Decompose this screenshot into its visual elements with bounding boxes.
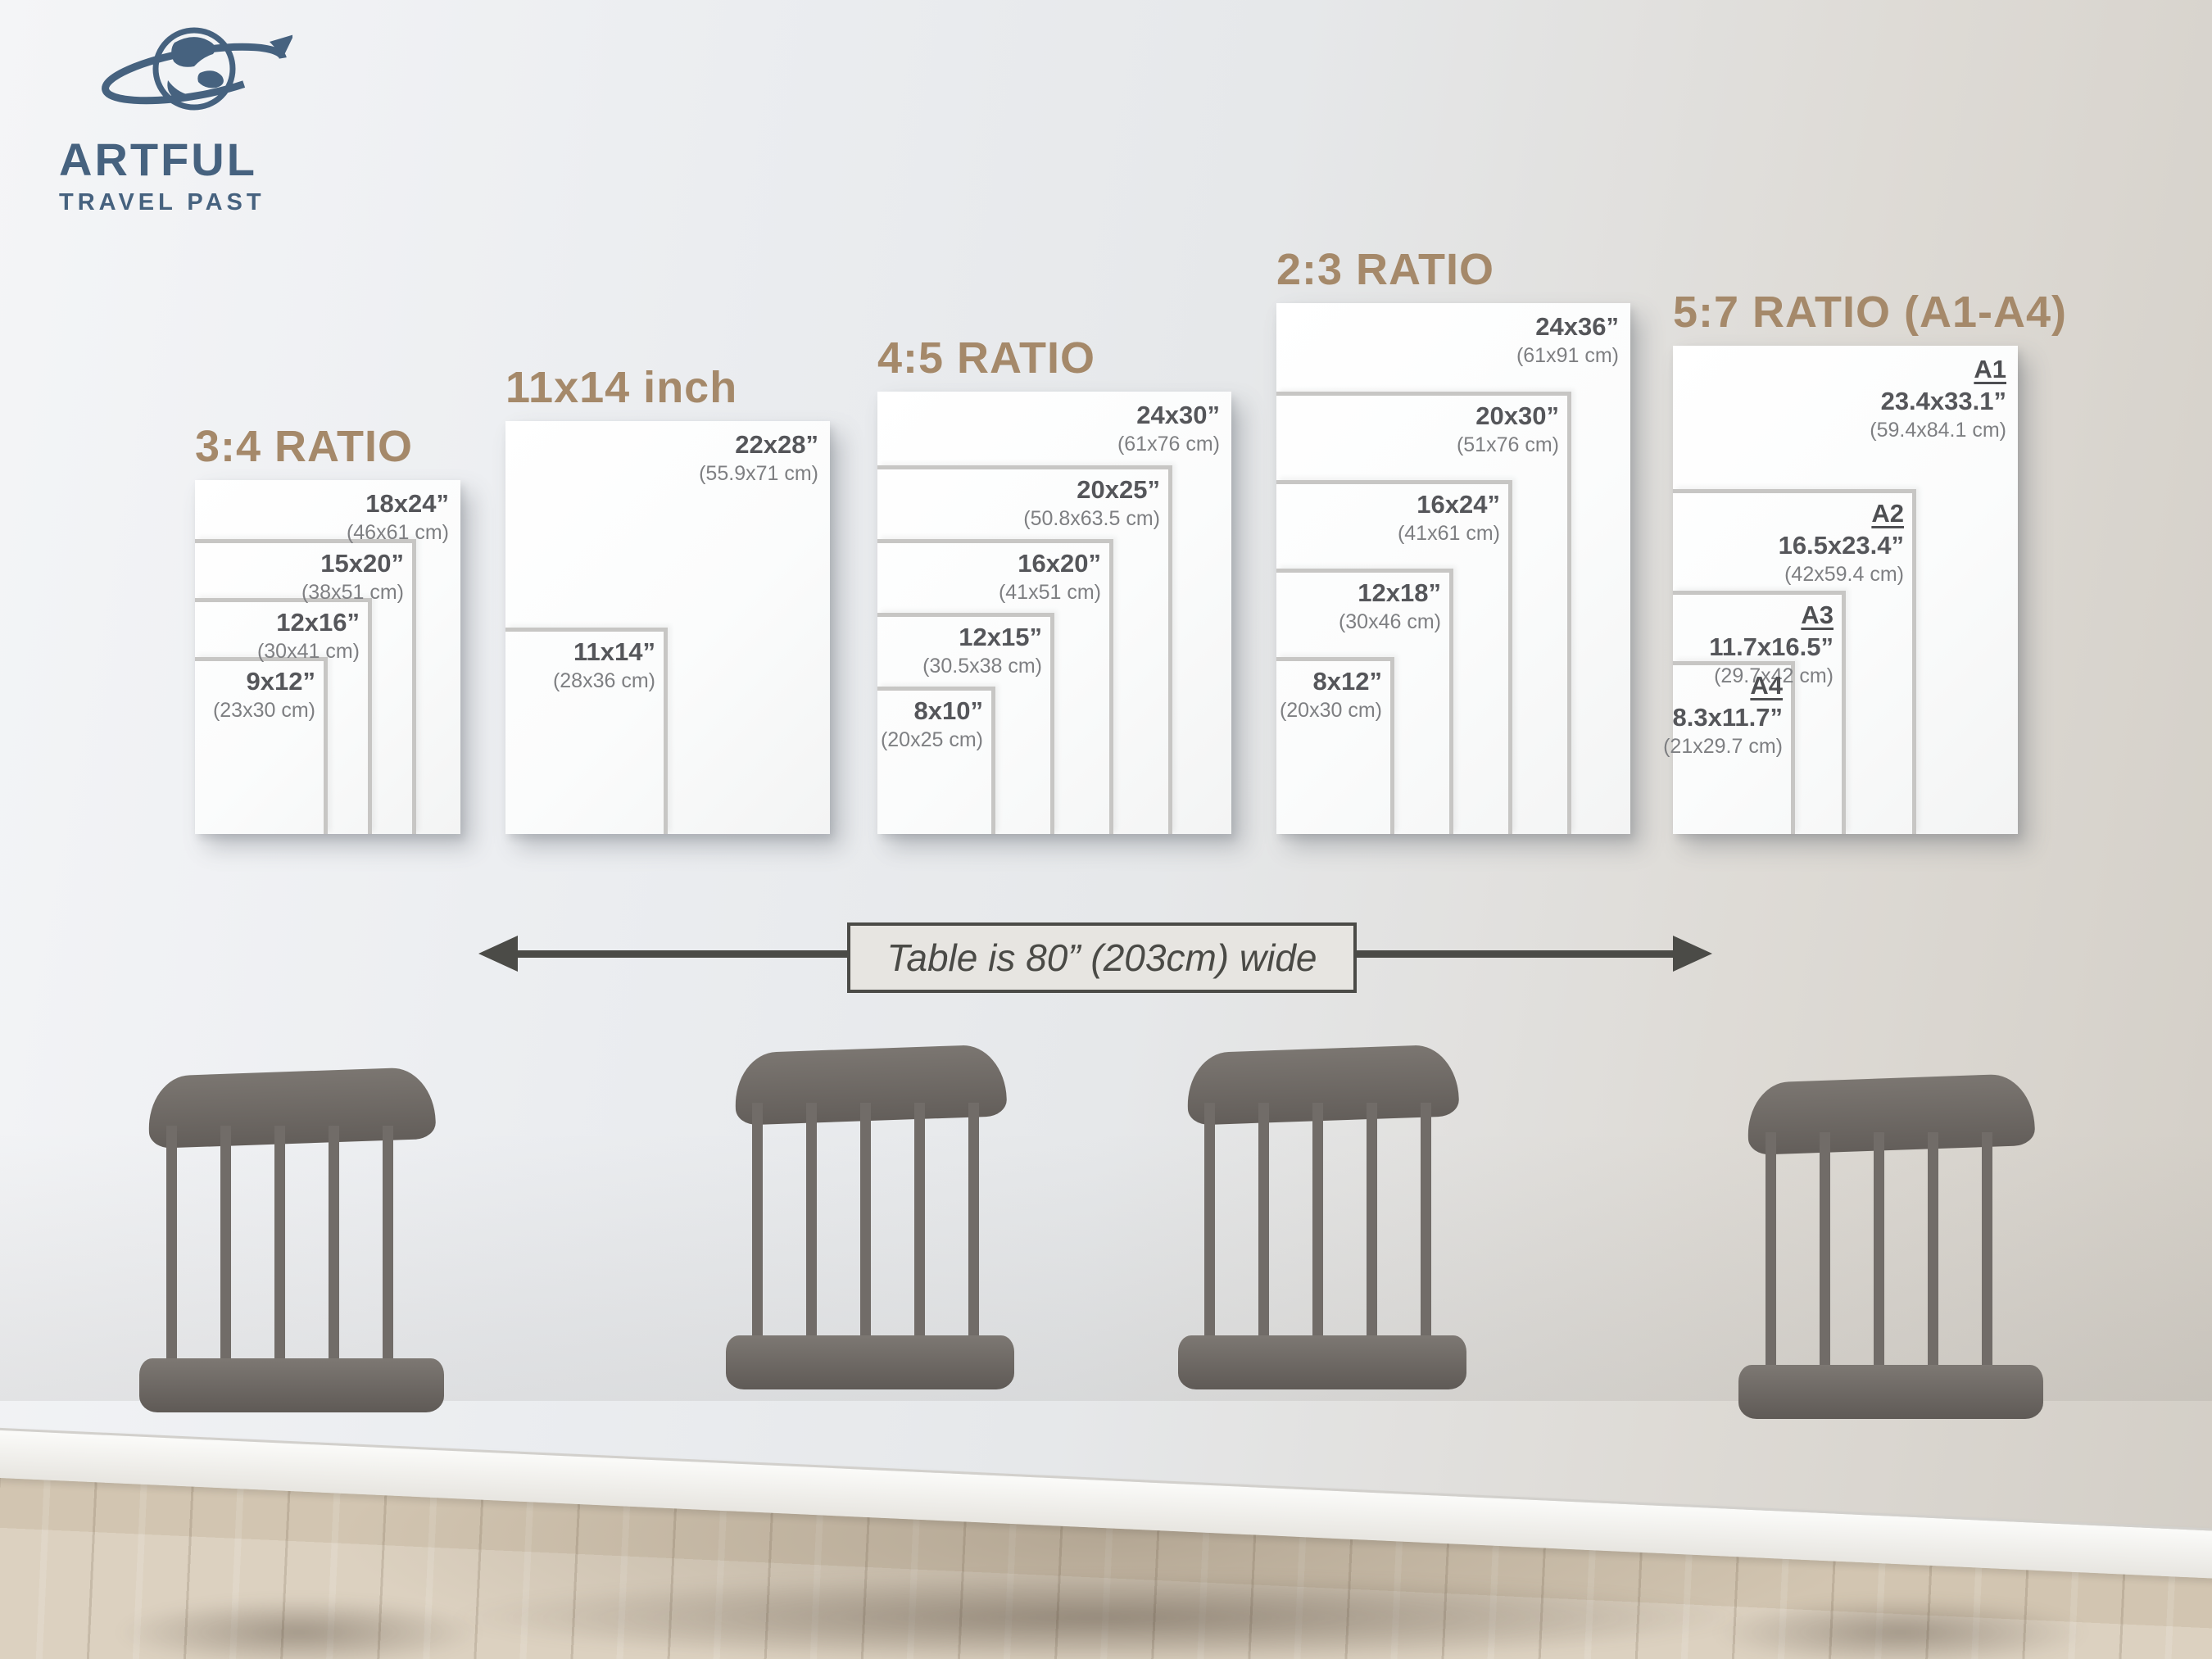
chair-seat <box>1178 1335 1466 1389</box>
size-label-9x12: 9x12” (23x30 cm) <box>212 667 315 722</box>
chair-leg <box>1178 1383 1192 1622</box>
brand-name-line2: TRAVEL PAST <box>59 189 265 215</box>
size-label-24x30: 24x30” (61x76 cm) <box>1117 401 1220 456</box>
size-label-11x14: 11x14” (28x36 cm) <box>552 637 655 692</box>
dining-chair-far-right <box>1738 1072 2043 1659</box>
size-label-20x25: 20x25” (50.8x63.5 cm) <box>1023 475 1160 530</box>
globe-logo-icon <box>102 27 292 111</box>
size-sheet-8x10: 8x10” (20x25 cm) <box>877 687 995 834</box>
size-group-title-5-7: 5:7 RATIO (A1-A4) <box>1673 288 2068 337</box>
chair-spindles <box>751 1103 989 1345</box>
brand-name-line1: ARTFUL <box>59 134 257 185</box>
chair-leg <box>139 1406 153 1645</box>
table-floor-shadow <box>442 1573 1753 1659</box>
poster-group-5-7: A1 23.4x33.1” (59.4x84.1 cm) A2 16.5x23.… <box>1663 346 2018 834</box>
dining-chair-mid-left <box>726 1044 1014 1622</box>
size-group-title-4-5: 4:5 RATIO <box>877 333 1096 383</box>
chair-seat <box>139 1358 444 1412</box>
size-sheet-20x30: 20x30” (51x76 cm) <box>1276 392 1571 834</box>
size-sheet-a4: A4 8.3x11.7” (21x29.7 cm) <box>1663 661 1795 834</box>
size-label-8x10: 8x10” (20x25 cm) <box>880 696 983 751</box>
left-chair-floor-shadow <box>115 1598 483 1659</box>
chair-spindles <box>1766 1132 2016 1375</box>
arrow-left-head-icon <box>478 936 518 972</box>
size-label-a1: A1 23.4x33.1” (59.4x84.1 cm) <box>1870 355 2006 442</box>
size-sheet-12x16: 12x16” (30x41 cm) <box>195 598 372 834</box>
size-sheet-a3: A3 11.7x16.5” (29.7x42 cm) <box>1673 591 1846 834</box>
size-sheet-9x12: 9x12” (23x30 cm) <box>195 657 328 834</box>
poster-group-2-3: 24x36” (61x91 cm) 20x30” (51x76 cm) 16x2… <box>1276 303 1630 834</box>
size-sheet-20x25: 20x25” (50.8x63.5 cm) <box>877 465 1172 834</box>
chair-spindles <box>1203 1103 1441 1345</box>
poster-group-3-4: 18x24” (46x61 cm) 15x20” (38x51 cm) 12x1… <box>195 480 460 834</box>
arrow-right-head-icon <box>1673 936 1712 972</box>
size-label-8x12: 8x12” (20x30 cm) <box>1279 667 1382 722</box>
size-sheet-11x14: 11x14” (28x36 cm) <box>505 628 668 834</box>
table-width-label-box: Table is 80” (203cm) wide <box>847 922 1357 993</box>
chair-leg <box>1738 1412 1752 1652</box>
size-group-title-2-3: 2:3 RATIO <box>1276 245 1495 294</box>
size-label-a4: A4 8.3x11.7” (21x29.7 cm) <box>1663 671 1783 758</box>
size-label-22x28: 22x28” (55.9x71 cm) <box>699 430 818 485</box>
poster-group-4-5: 24x30” (61x76 cm) 20x25” (50.8x63.5 cm) … <box>877 392 1231 834</box>
size-sheet-a2: A2 16.5x23.4” (42x59.4 cm) <box>1673 489 1916 834</box>
size-sheet-16x20: 16x20” (41x51 cm) <box>877 539 1113 834</box>
size-group-title-3-4: 3:4 RATIO <box>195 422 414 471</box>
chair-spindles <box>166 1126 417 1368</box>
size-label-20x30: 20x30” (51x76 cm) <box>1456 401 1559 456</box>
chair-seat <box>1738 1365 2043 1419</box>
size-label-12x16: 12x16” (30x41 cm) <box>256 608 360 663</box>
chair-seat <box>726 1335 1014 1389</box>
size-label-18x24: 18x24” (46x61 cm) <box>346 489 449 544</box>
size-sheet-8x12: 8x12” (20x30 cm) <box>1276 657 1394 834</box>
poster-group-11x14: 22x28” (55.9x71 cm) 11x14” (28x36 cm) <box>505 421 830 834</box>
size-label-a2: A2 16.5x23.4” (42x59.4 cm) <box>1778 499 1904 586</box>
size-label-12x18: 12x18” (30x46 cm) <box>1338 578 1441 633</box>
size-sheet-15x20: 15x20” (38x51 cm) <box>195 539 416 834</box>
size-sheet-12x15: 12x15” (30.5x38 cm) <box>877 613 1054 834</box>
size-sheet-12x18: 12x18” (30x46 cm) <box>1276 569 1453 834</box>
size-group-title-11x14: 11x14 inch <box>505 363 738 412</box>
size-sheet-16x24: 16x24” (41x61 cm) <box>1276 480 1512 834</box>
brand-logo: ARTFUL TRAVEL PAST <box>59 21 329 216</box>
size-label-24x36: 24x36” (61x91 cm) <box>1516 312 1619 367</box>
dining-chair-mid-right <box>1178 1044 1466 1622</box>
table-width-label: Table is 80” (203cm) wide <box>886 936 1317 979</box>
size-label-16x24: 16x24” (41x61 cm) <box>1397 490 1500 545</box>
dining-chair-far-left <box>139 1066 444 1655</box>
size-label-15x20: 15x20” (38x51 cm) <box>301 549 404 604</box>
size-label-12x15: 12x15” (30.5x38 cm) <box>922 623 1042 678</box>
right-chair-floor-shadow <box>1712 1598 2089 1659</box>
chair-leg <box>726 1383 740 1622</box>
size-label-a3: A3 11.7x16.5” (29.7x42 cm) <box>1709 601 1834 687</box>
size-label-16x20: 16x20” (41x51 cm) <box>998 549 1101 604</box>
